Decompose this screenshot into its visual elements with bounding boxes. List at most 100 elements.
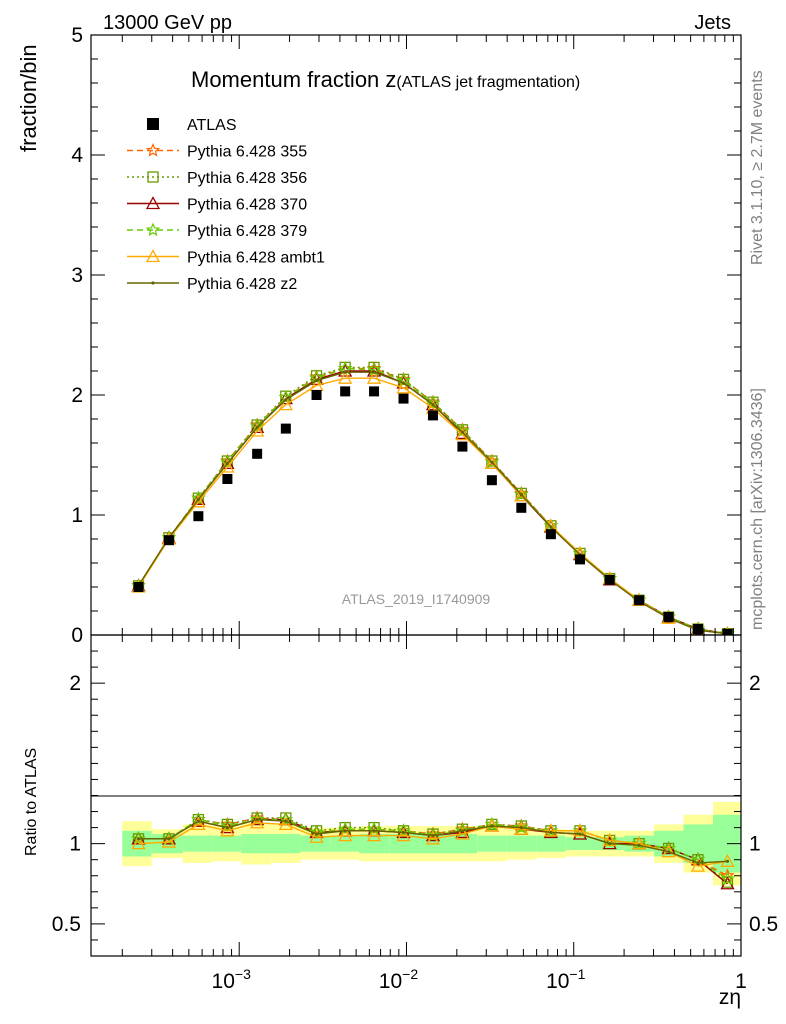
mcplots-label: mcplots.cern.ch [arXiv:1306.3436] [749,388,766,630]
ratio-series-point [278,817,293,831]
ratio-series-point [309,829,324,843]
series-point [431,403,435,407]
atlas-data-point [722,628,733,635]
atlas-data-point [663,612,674,622]
series-point [372,370,376,374]
series-point [519,493,523,497]
x-tick-base: 10 [379,970,402,993]
atlas-data-point [133,582,144,592]
legend: ATLAS Pythia 6.428 355 Pythia 6.428 356 Pyt… [127,117,325,293]
ratio-y-tick-label: 0.5 [52,913,81,936]
ratio-series-point [690,858,706,872]
ratio-series-point [519,826,523,830]
y-tick-label: 0 [71,624,83,647]
atlas-data-point [193,511,204,522]
ratio-series-point [401,830,406,835]
y-tick-label: 5 [71,24,83,47]
series-point [338,370,353,384]
stat-uncertainty-band [271,834,301,854]
series-line [137,377,728,635]
main-ylabel: fraction/bin [16,44,41,152]
stat-uncertainty-band [683,824,713,863]
ratio-series-point [637,843,641,847]
legend-label: Pythia 6.428 379 [187,223,307,240]
y-tick-label: 3 [71,264,83,287]
x-tick-label: 10−1 [546,966,586,993]
stat-uncertainty-band [241,834,272,854]
legend-label: Pythia 6.428 370 [187,197,307,214]
atlas-data-point [311,390,322,400]
x-tick-base: 10 [212,970,235,993]
rivet-version-label: Rivet 3.1.10, ≥ 2.7M events [749,70,766,265]
series-point [366,370,382,384]
atlas-data-point [369,386,380,397]
ratio-series-point [549,830,553,835]
ratio-series-point [220,823,235,837]
ratio-y-tick-label: 1 [69,833,81,856]
ratio-series-point [578,832,582,836]
series-point [514,488,529,502]
y-tick-label: 4 [71,144,83,167]
ratio-series-group [131,810,735,890]
ratio-series-line [138,817,728,883]
chart-title: Momentum fraction z(ATLAS jet fragmentat… [191,67,580,92]
stat-uncertainty-band [358,834,390,854]
atlas-data-point [163,535,174,546]
ratio-series-point [602,833,617,847]
legend-label: Pythia 6.428 356 [187,170,307,187]
series-point [191,494,206,508]
legend-marker [145,249,161,263]
chart-title-subtitle: (ATLAS jet fragmentation) [396,74,580,91]
series-point [284,398,288,402]
ratio-series-point [255,817,259,822]
ratio-series-point [632,836,647,850]
atlas-data-point [516,502,527,513]
x-tick-label: 1 [735,970,747,993]
x-tick-base: 10 [546,970,569,993]
atlas-data-point [398,393,409,404]
analysis-watermark: ATLAS_2019_I1740909 [342,591,491,607]
ratio-series-point [725,859,730,863]
ratio-series-point [514,820,529,834]
legend-label: ATLAS [187,117,237,134]
legend-label: Pythia 6.428 355 [187,144,307,161]
legend-marker [147,171,159,183]
atlas-data-point [692,624,703,634]
atlas-data-point [280,423,291,434]
series-point [401,381,406,385]
atlas-data-point [340,386,351,397]
series-point [255,425,259,429]
legend-marker [145,222,161,237]
series-point [514,487,529,501]
series-point [225,461,230,465]
header-energy-label: 13000 GeV pp [103,12,232,34]
header-jets-label: Jets [694,12,731,34]
ratio-series-point [720,871,735,886]
ratio-series-point [666,850,671,854]
x-tick-exponent: −2 [402,966,418,982]
ratio-plot-frame [90,634,742,957]
stat-uncertainty-band [389,834,419,854]
main-series-group [131,361,735,635]
stat-uncertainty-band [300,835,331,852]
series-point [484,456,499,470]
ratio-y-tick-label: 2 [69,672,81,695]
stat-uncertainty-band [477,835,507,852]
ratio-series-point [225,826,230,830]
ratio-series-point [543,823,558,837]
ratio-series-point [372,829,376,833]
legend-label: Pythia 6.428 z2 [187,276,297,293]
atlas-data-point [427,410,438,421]
ratio-series-line [138,822,728,867]
series-point [490,460,494,464]
ratio-series-point [136,837,141,841]
x-tick-label: 10−3 [212,966,252,993]
ratio-series-point [396,828,411,842]
stat-uncertainty-band [506,835,537,852]
legend-marker [147,118,159,130]
series-point [196,497,200,501]
ratio-series-point [284,819,288,823]
atlas-data-point [634,595,645,606]
ratio-series-point [161,834,177,848]
ratio-series-point [131,831,146,845]
